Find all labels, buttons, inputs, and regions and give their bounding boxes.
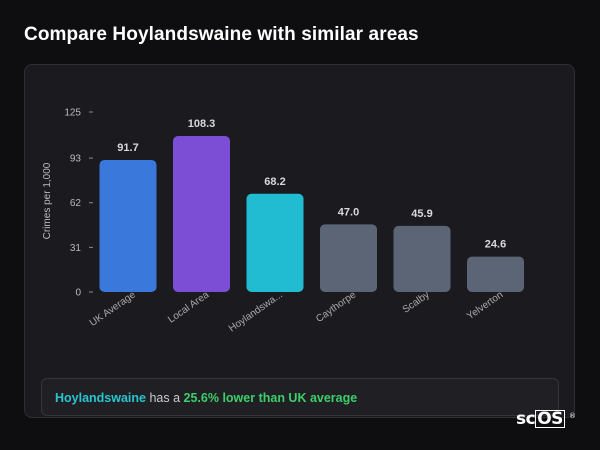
x-tick-label: Hoylandswa... — [227, 289, 285, 334]
y-tick-label: 93 — [70, 154, 82, 165]
x-tick-label: Scalby — [401, 289, 432, 315]
x-tick-label: Yelverton — [465, 289, 505, 322]
value-label: 108.3 — [188, 118, 216, 130]
x-tick-labels: UK Average Local Area Hoylandswa... Caythor… — [88, 289, 505, 334]
bar[interactable] — [320, 224, 377, 292]
bars — [99, 136, 524, 292]
crime-comparison-chart: 0 31 62 93 125 Crimes per 1,000 91.7 108.3 68.… — [42, 108, 524, 334]
x-tick-label: Local Area — [166, 289, 211, 325]
value-labels: 91.7 108.3 68.2 47.0 45.9 24.6 — [117, 118, 506, 251]
y-tick-label: 62 — [70, 198, 82, 209]
bar[interactable] — [173, 136, 230, 292]
page-title: Compare Hoylandswaine with similar areas — [24, 24, 419, 45]
logo-boxed-text: OS — [535, 409, 565, 429]
summary-banner: Hoylandswaine has a 25.6% lower than UK … — [41, 378, 559, 416]
bar[interactable] — [393, 225, 451, 292]
bar[interactable] — [246, 193, 304, 292]
y-axis-label: Crimes per 1,000 — [42, 162, 53, 239]
y-tick-label: 0 — [75, 288, 81, 299]
value-label: 91.7 — [117, 142, 138, 154]
y-tick-label: 125 — [64, 108, 81, 119]
logo-text: sc — [516, 409, 536, 429]
value-label: 68.2 — [264, 176, 285, 188]
bar[interactable] — [99, 159, 157, 292]
y-tick-label: 31 — [70, 243, 82, 254]
value-label: 47.0 — [338, 206, 359, 218]
registered-mark: ® — [569, 412, 576, 420]
value-label: 24.6 — [485, 239, 506, 251]
x-tick-label: Caythorpe — [314, 289, 358, 325]
summary-difference: 25.6% lower than UK average — [183, 391, 358, 405]
comparison-card: 0 31 62 93 125 Crimes per 1,000 91.7 108.3 68.… — [24, 64, 575, 418]
scos-logo: sc OS ® — [516, 409, 576, 429]
summary-place: Hoylandswaine — [55, 391, 146, 405]
value-label: 45.9 — [411, 208, 432, 220]
y-axis: 0 31 62 93 125 — [64, 108, 93, 299]
x-tick-label: UK Average — [88, 289, 138, 329]
summary-text: has a — [146, 391, 184, 405]
bar[interactable] — [467, 256, 524, 292]
